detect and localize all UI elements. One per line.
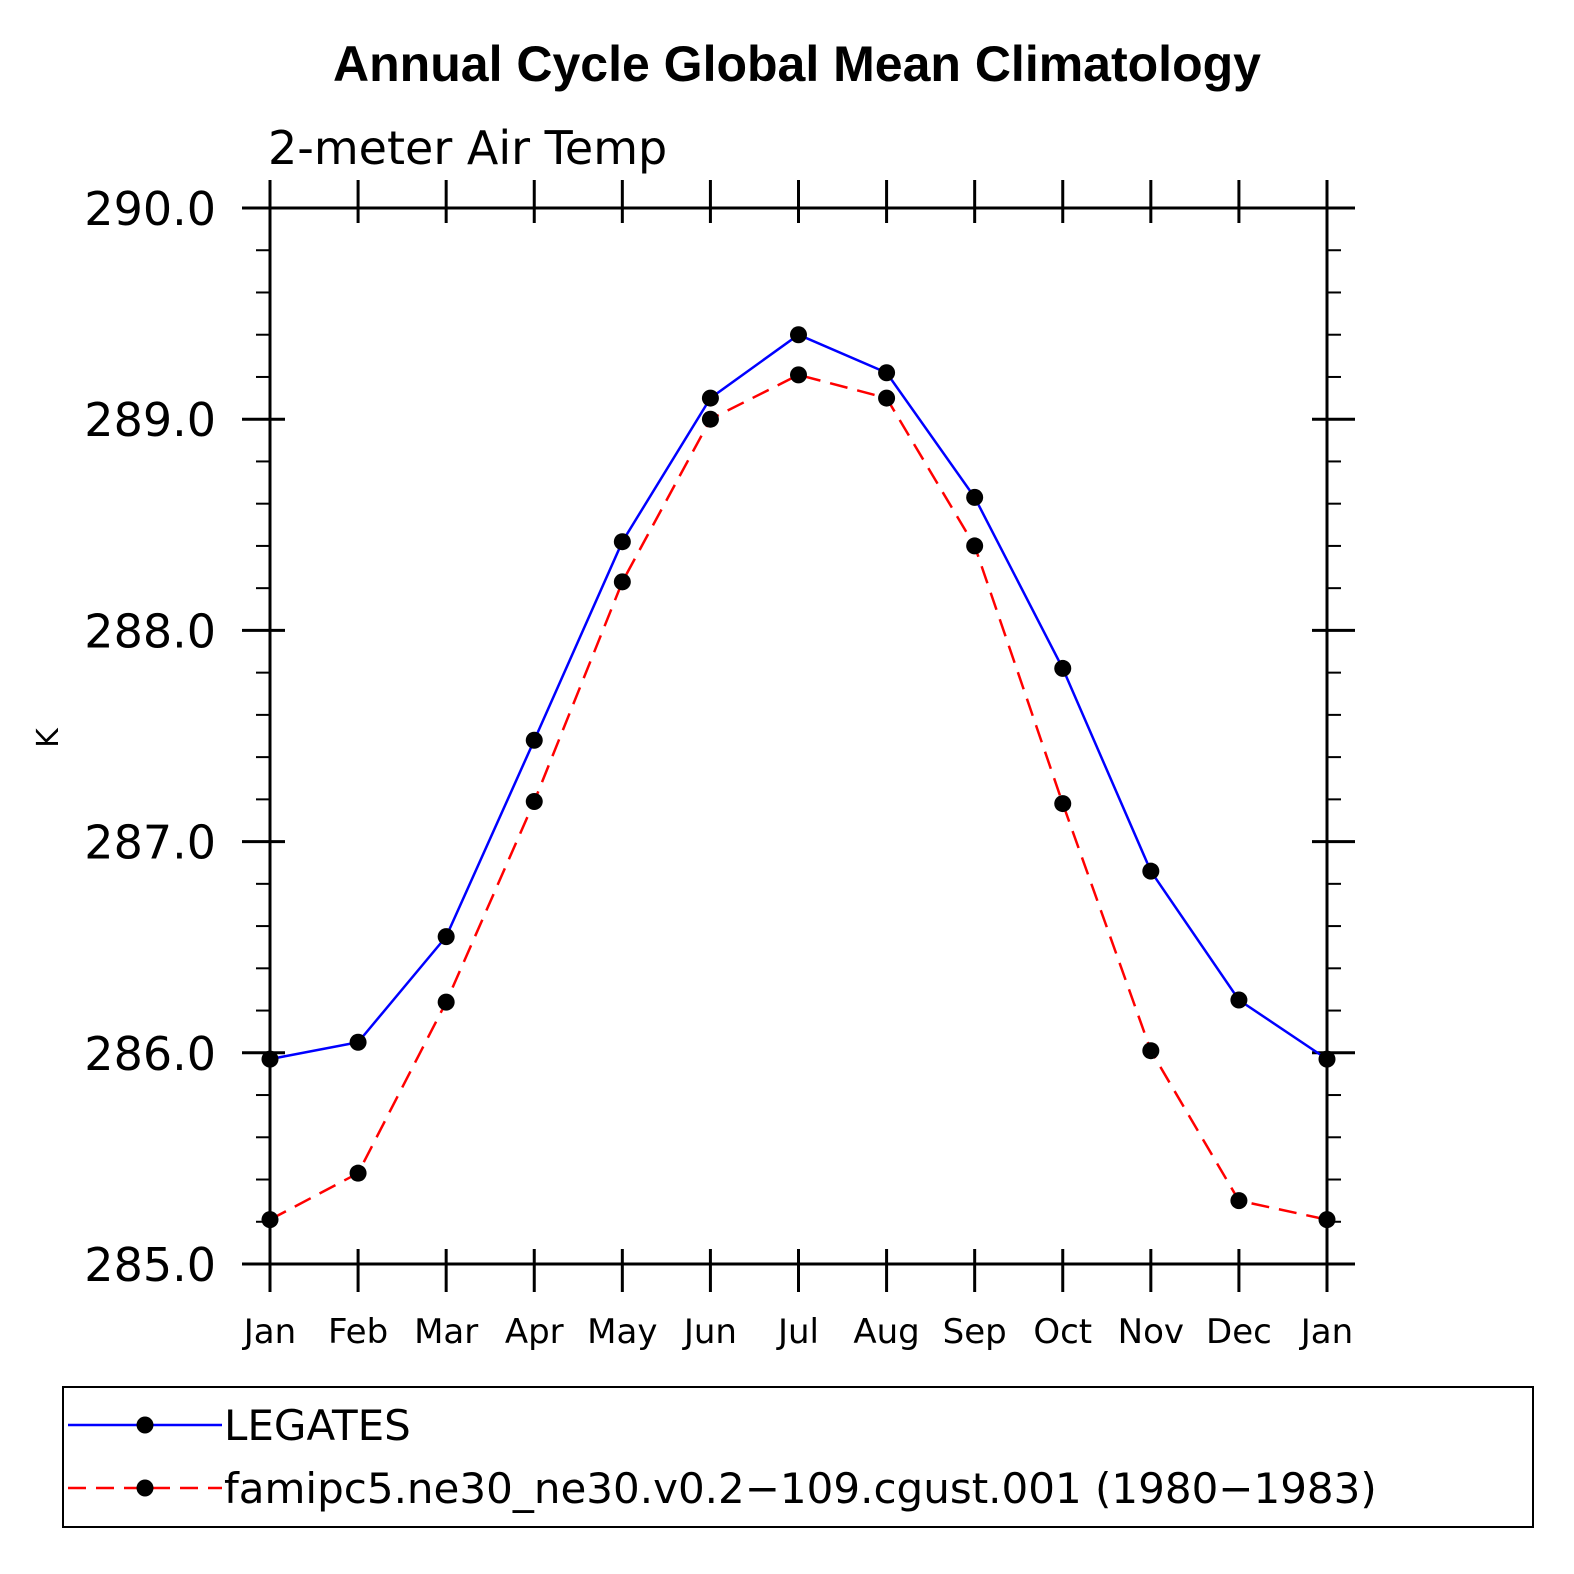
x-tick-label: Jan [242, 1312, 296, 1352]
series-1-point [701, 410, 719, 428]
series-0-point [878, 364, 896, 382]
x-tick-label: Jul [776, 1312, 819, 1352]
series-1-point [525, 792, 543, 810]
series-0-point [613, 533, 631, 551]
y-tick-label: 290.0 [84, 182, 216, 236]
x-tick-label: Mar [414, 1312, 478, 1352]
legend-label-1: famipc5.ne30_ne30.v0.2−109.cgust.001 (19… [224, 1464, 1377, 1513]
series-1-point [790, 366, 807, 384]
series-1-point [437, 993, 455, 1011]
x-tick-label: Jan [1299, 1312, 1353, 1352]
series-0-point [701, 389, 719, 407]
x-tick-label: Oct [1033, 1312, 1092, 1352]
x-tick-label: Dec [1206, 1312, 1272, 1352]
series-1-point [878, 389, 896, 407]
series-layer [261, 326, 1336, 1229]
legend: LEGATES famipc5.ne30_ne30.v0.2−109.cgust.… [62, 1386, 1534, 1528]
series-0-point [437, 928, 455, 946]
series-1-point [1054, 795, 1072, 813]
series-0-point [966, 488, 984, 506]
series-1-point [1318, 1211, 1336, 1229]
series-0-point [1054, 659, 1072, 677]
series-1-point [966, 537, 984, 555]
series-0-point [349, 1033, 367, 1051]
series-line-1 [269, 373, 1328, 1221]
series-1-point [261, 1211, 279, 1229]
x-tick-label: Nov [1118, 1312, 1184, 1352]
y-tick-label: 287.0 [84, 816, 216, 870]
series-1-point [613, 573, 631, 591]
legend-marker-0 [136, 1416, 154, 1434]
y-axis-label: K [31, 727, 66, 748]
axis-ticks: Jan Feb Mar Apr May Jun Jul Aug Sep Oct Nov Dec Jan 2… [84, 180, 1355, 1352]
y-tick-label: 288.0 [84, 604, 216, 658]
legend-marker-1 [136, 1479, 154, 1497]
x-tick-label: Jun [682, 1312, 737, 1352]
series-line-0 [269, 333, 1328, 1061]
series-1-point [349, 1164, 367, 1182]
series-0-point [1142, 862, 1160, 880]
x-tick-label: Aug [853, 1312, 919, 1352]
series-0-point [790, 326, 807, 344]
y-tick-label: 285.0 [84, 1238, 216, 1292]
x-tick-label: Apr [505, 1312, 564, 1352]
chart-subtitle: 2-meter Air Temp [268, 121, 667, 175]
legend-label-0: LEGATES [224, 1401, 411, 1450]
x-tick-label: May [587, 1312, 657, 1352]
series-1-point [1230, 1192, 1248, 1210]
series-1-point [1142, 1042, 1160, 1060]
y-tick-label: 289.0 [84, 393, 216, 447]
series-0-point [525, 731, 543, 749]
x-tick-label: Sep [943, 1312, 1007, 1352]
x-tick-label: Feb [328, 1312, 388, 1352]
series-0-point [261, 1050, 279, 1068]
series-0-point [1318, 1050, 1336, 1068]
chart-title: Annual Cycle Global Mean Climatology [333, 36, 1261, 92]
series-0-point [1230, 991, 1248, 1009]
y-tick-label: 286.0 [84, 1027, 216, 1081]
legend-frame [62, 1386, 1534, 1528]
